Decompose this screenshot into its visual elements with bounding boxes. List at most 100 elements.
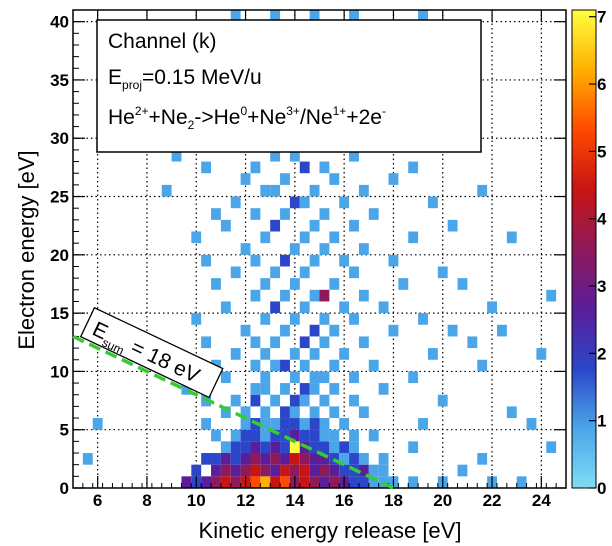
heatmap-bin bbox=[289, 348, 300, 360]
heatmap-bin bbox=[250, 429, 261, 442]
heatmap-bin bbox=[240, 243, 251, 255]
heatmap-bin bbox=[220, 301, 231, 314]
heatmap-bin bbox=[437, 394, 448, 407]
heatmap-bin bbox=[299, 464, 310, 477]
reaction-part-5: 0 bbox=[240, 104, 247, 118]
heatmap-bin bbox=[319, 289, 330, 302]
heatmap-bin bbox=[250, 441, 261, 454]
heatmap-bin bbox=[349, 453, 359, 465]
heatmap-bin bbox=[220, 441, 231, 454]
reaction-part-4: ->He bbox=[194, 106, 240, 129]
heatmap-bin bbox=[329, 359, 340, 372]
heatmap-bin bbox=[240, 464, 251, 477]
heatmap-bin bbox=[250, 464, 261, 477]
heatmap-bin bbox=[339, 348, 350, 360]
heatmap-bin bbox=[477, 359, 488, 372]
y-tick-label: 10 bbox=[50, 362, 69, 381]
reaction-part-11: - bbox=[382, 104, 386, 118]
heatmap-bin bbox=[289, 453, 300, 465]
heatmap-bin bbox=[339, 418, 350, 430]
heatmap-bin bbox=[477, 184, 488, 197]
heatmap-bin bbox=[339, 301, 350, 314]
heatmap-bin bbox=[467, 336, 478, 349]
heatmap-bin bbox=[260, 406, 271, 419]
heatmap-bin bbox=[309, 348, 320, 360]
x-tick-label: 24 bbox=[532, 491, 551, 510]
heatmap-bin bbox=[388, 254, 399, 267]
heatmap-bin bbox=[240, 453, 251, 465]
reaction-part-0: He bbox=[108, 106, 135, 129]
sum-line-label: Esum = 18 eV bbox=[79, 306, 224, 399]
heatmap-bin bbox=[299, 266, 310, 279]
heatmap-bin bbox=[240, 429, 251, 442]
heatmap-bin bbox=[309, 289, 320, 302]
heatmap-bin bbox=[280, 359, 290, 372]
heatmap-bin bbox=[368, 464, 379, 477]
heatmap-bin bbox=[506, 231, 517, 244]
y-tick-label: 15 bbox=[50, 304, 69, 323]
heatmap-bin bbox=[329, 383, 340, 395]
heatmap-bin bbox=[289, 429, 300, 442]
color-scale-bar: 0 1 2 3 4 5 6 7 bbox=[571, 8, 607, 498]
heatmap-bin bbox=[289, 196, 300, 209]
y-tick-label: 5 bbox=[60, 421, 69, 440]
heatmap-bin bbox=[339, 254, 350, 267]
heatmap-bin bbox=[250, 394, 261, 407]
heatmap-bin bbox=[250, 161, 261, 174]
info-box-line3: He2++Ne2->He0+Ne3+/Ne1++2e- bbox=[108, 104, 386, 132]
heatmap-bin bbox=[280, 464, 290, 477]
heatmap-bin bbox=[201, 254, 212, 267]
heatmap-bin bbox=[349, 219, 359, 232]
heatmap-bin bbox=[339, 464, 350, 477]
heatmap-bin bbox=[230, 348, 241, 360]
heatmap-bin bbox=[299, 336, 310, 349]
heatmap-bin bbox=[220, 371, 231, 384]
heatmap-bin bbox=[270, 453, 281, 465]
heatmap-bin bbox=[260, 429, 271, 442]
heatmap-bin bbox=[250, 208, 261, 220]
heatmap-bin bbox=[211, 464, 221, 477]
heatmap-bin bbox=[161, 184, 172, 197]
heatmap-bin bbox=[349, 371, 359, 384]
heatmap-bin bbox=[270, 359, 281, 372]
y-tick-label: 0 bbox=[60, 479, 69, 498]
heatmap-bin bbox=[280, 173, 290, 185]
x-tick-label: 22 bbox=[483, 491, 502, 510]
heatmap-bin bbox=[220, 453, 231, 465]
heatmap-bin bbox=[260, 371, 271, 384]
colorbar-tick-label: 7 bbox=[597, 8, 606, 27]
heatmap-bin bbox=[191, 231, 202, 244]
heatmap-bin bbox=[358, 464, 369, 477]
heatmap-bin bbox=[457, 278, 468, 290]
heatmap-bin bbox=[82, 453, 93, 465]
heatmap-bin bbox=[339, 196, 350, 209]
heatmap-bin bbox=[299, 429, 310, 442]
heatmap-bin bbox=[358, 453, 369, 465]
heatmap-bin bbox=[358, 184, 369, 197]
heatmap-bin bbox=[358, 336, 369, 349]
heatmap-bin bbox=[309, 184, 320, 197]
heatmap-bin bbox=[349, 394, 359, 407]
info-box-line2-sub: proj bbox=[122, 78, 142, 92]
heatmap-bin bbox=[309, 219, 320, 232]
x-tick-label: 8 bbox=[142, 491, 151, 510]
heatmap-bin bbox=[349, 313, 359, 325]
heatmap-bin bbox=[92, 418, 103, 430]
heatmap-bin bbox=[309, 324, 320, 337]
heatmap-bin bbox=[250, 476, 261, 488]
heatmap-bin bbox=[260, 348, 271, 360]
heatmap-bin bbox=[280, 406, 290, 419]
heatmap-bin bbox=[181, 476, 192, 488]
heatmap-bin bbox=[319, 243, 330, 255]
y-tick-label: 40 bbox=[50, 13, 69, 32]
reaction-part-6: +Ne bbox=[247, 106, 286, 129]
heatmap-bin bbox=[329, 476, 340, 488]
heatmap-bin bbox=[418, 313, 428, 325]
heatmap-bin bbox=[270, 10, 281, 22]
heatmap-bin bbox=[280, 324, 290, 337]
heatmap-bin bbox=[506, 406, 517, 419]
heatmap-bin bbox=[319, 336, 330, 349]
heatmap-bin bbox=[437, 266, 448, 279]
heatmap-bin bbox=[299, 301, 310, 314]
